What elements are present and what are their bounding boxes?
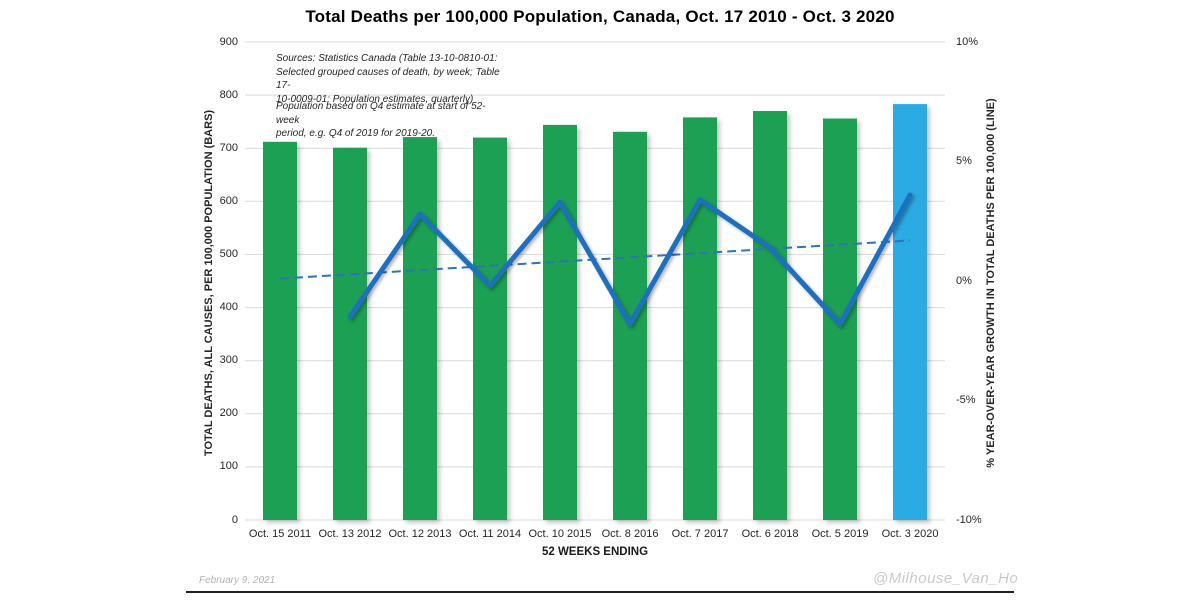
y-left-tick-800: 800	[219, 88, 238, 101]
y-right-tick-0%: 0%	[956, 274, 972, 287]
x-tick-oct-5-2019: Oct. 5 2019	[811, 528, 869, 540]
y-left-tick-400: 400	[219, 301, 238, 314]
bar-oct-6-2018	[753, 111, 787, 520]
bar-oct-7-2017	[683, 117, 717, 521]
bar-oct-10-2015	[543, 124, 577, 521]
chart-title: Total Deaths per 100,000 Population, Can…	[305, 7, 895, 26]
x-tick-oct-13-2012: Oct. 13 2012	[318, 528, 382, 540]
sources-note: Sources: Statistics Canada (Table 13-10-…	[276, 53, 500, 105]
bar-oct-12-2013	[403, 137, 437, 520]
population-note: Population based on Q4 estimate at start…	[276, 101, 486, 139]
x-axis-title: 52 WEEKS ENDING	[541, 546, 649, 558]
bar-oct-13-2012	[333, 147, 367, 520]
watermark: @Milhouse_Van_Ho	[873, 570, 1019, 587]
date-stamp: February 9, 2021	[199, 575, 276, 586]
x-tick-oct-15-2011: Oct. 15 2011	[248, 528, 312, 540]
x-tick-oct-6-2018: Oct. 6 2018	[741, 528, 799, 540]
y-left-tick-600: 600	[219, 194, 238, 207]
x-tick-oct-12-2013: Oct. 12 2013	[388, 528, 452, 540]
y-left-tick-0: 0	[231, 513, 238, 526]
bar-oct-15-2011	[263, 141, 297, 521]
left-axis-title: TOTAL DEATHS, ALL CAUSES, PER 100,000 PO…	[203, 109, 215, 457]
x-tick-oct-10-2015: Oct. 10 2015	[528, 528, 592, 540]
line-series	[347, 192, 913, 327]
y-left-tick-500: 500	[219, 247, 238, 260]
y-right-tick--10%: -10%	[956, 513, 982, 526]
y-right-tick-5%: 5%	[956, 155, 972, 167]
y-right-tick--5%: -5%	[956, 394, 976, 406]
y-left-tick-300: 300	[219, 354, 238, 367]
x-tick-oct-11-2014: Oct. 11 2014	[458, 528, 522, 540]
y-left-tick-200: 200	[219, 407, 238, 420]
y-left-tick-900: 900	[219, 35, 238, 48]
bottom-divider	[186, 591, 1014, 593]
bar-oct-3-2020	[893, 104, 927, 520]
x-tick-oct-7-2017: Oct. 7 2017	[671, 528, 729, 540]
yoy-growth-line	[347, 192, 913, 327]
bar-series	[263, 104, 927, 521]
y-left-tick-100: 100	[219, 460, 238, 473]
y-right-tick-10%: 10%	[956, 35, 979, 48]
x-tick-oct-3-2020: Oct. 3 2020	[881, 528, 939, 540]
bar-oct-11-2014	[473, 137, 507, 520]
y-left-tick-700: 700	[219, 141, 238, 154]
x-tick-oct-8-2016: Oct. 8 2016	[601, 528, 659, 540]
